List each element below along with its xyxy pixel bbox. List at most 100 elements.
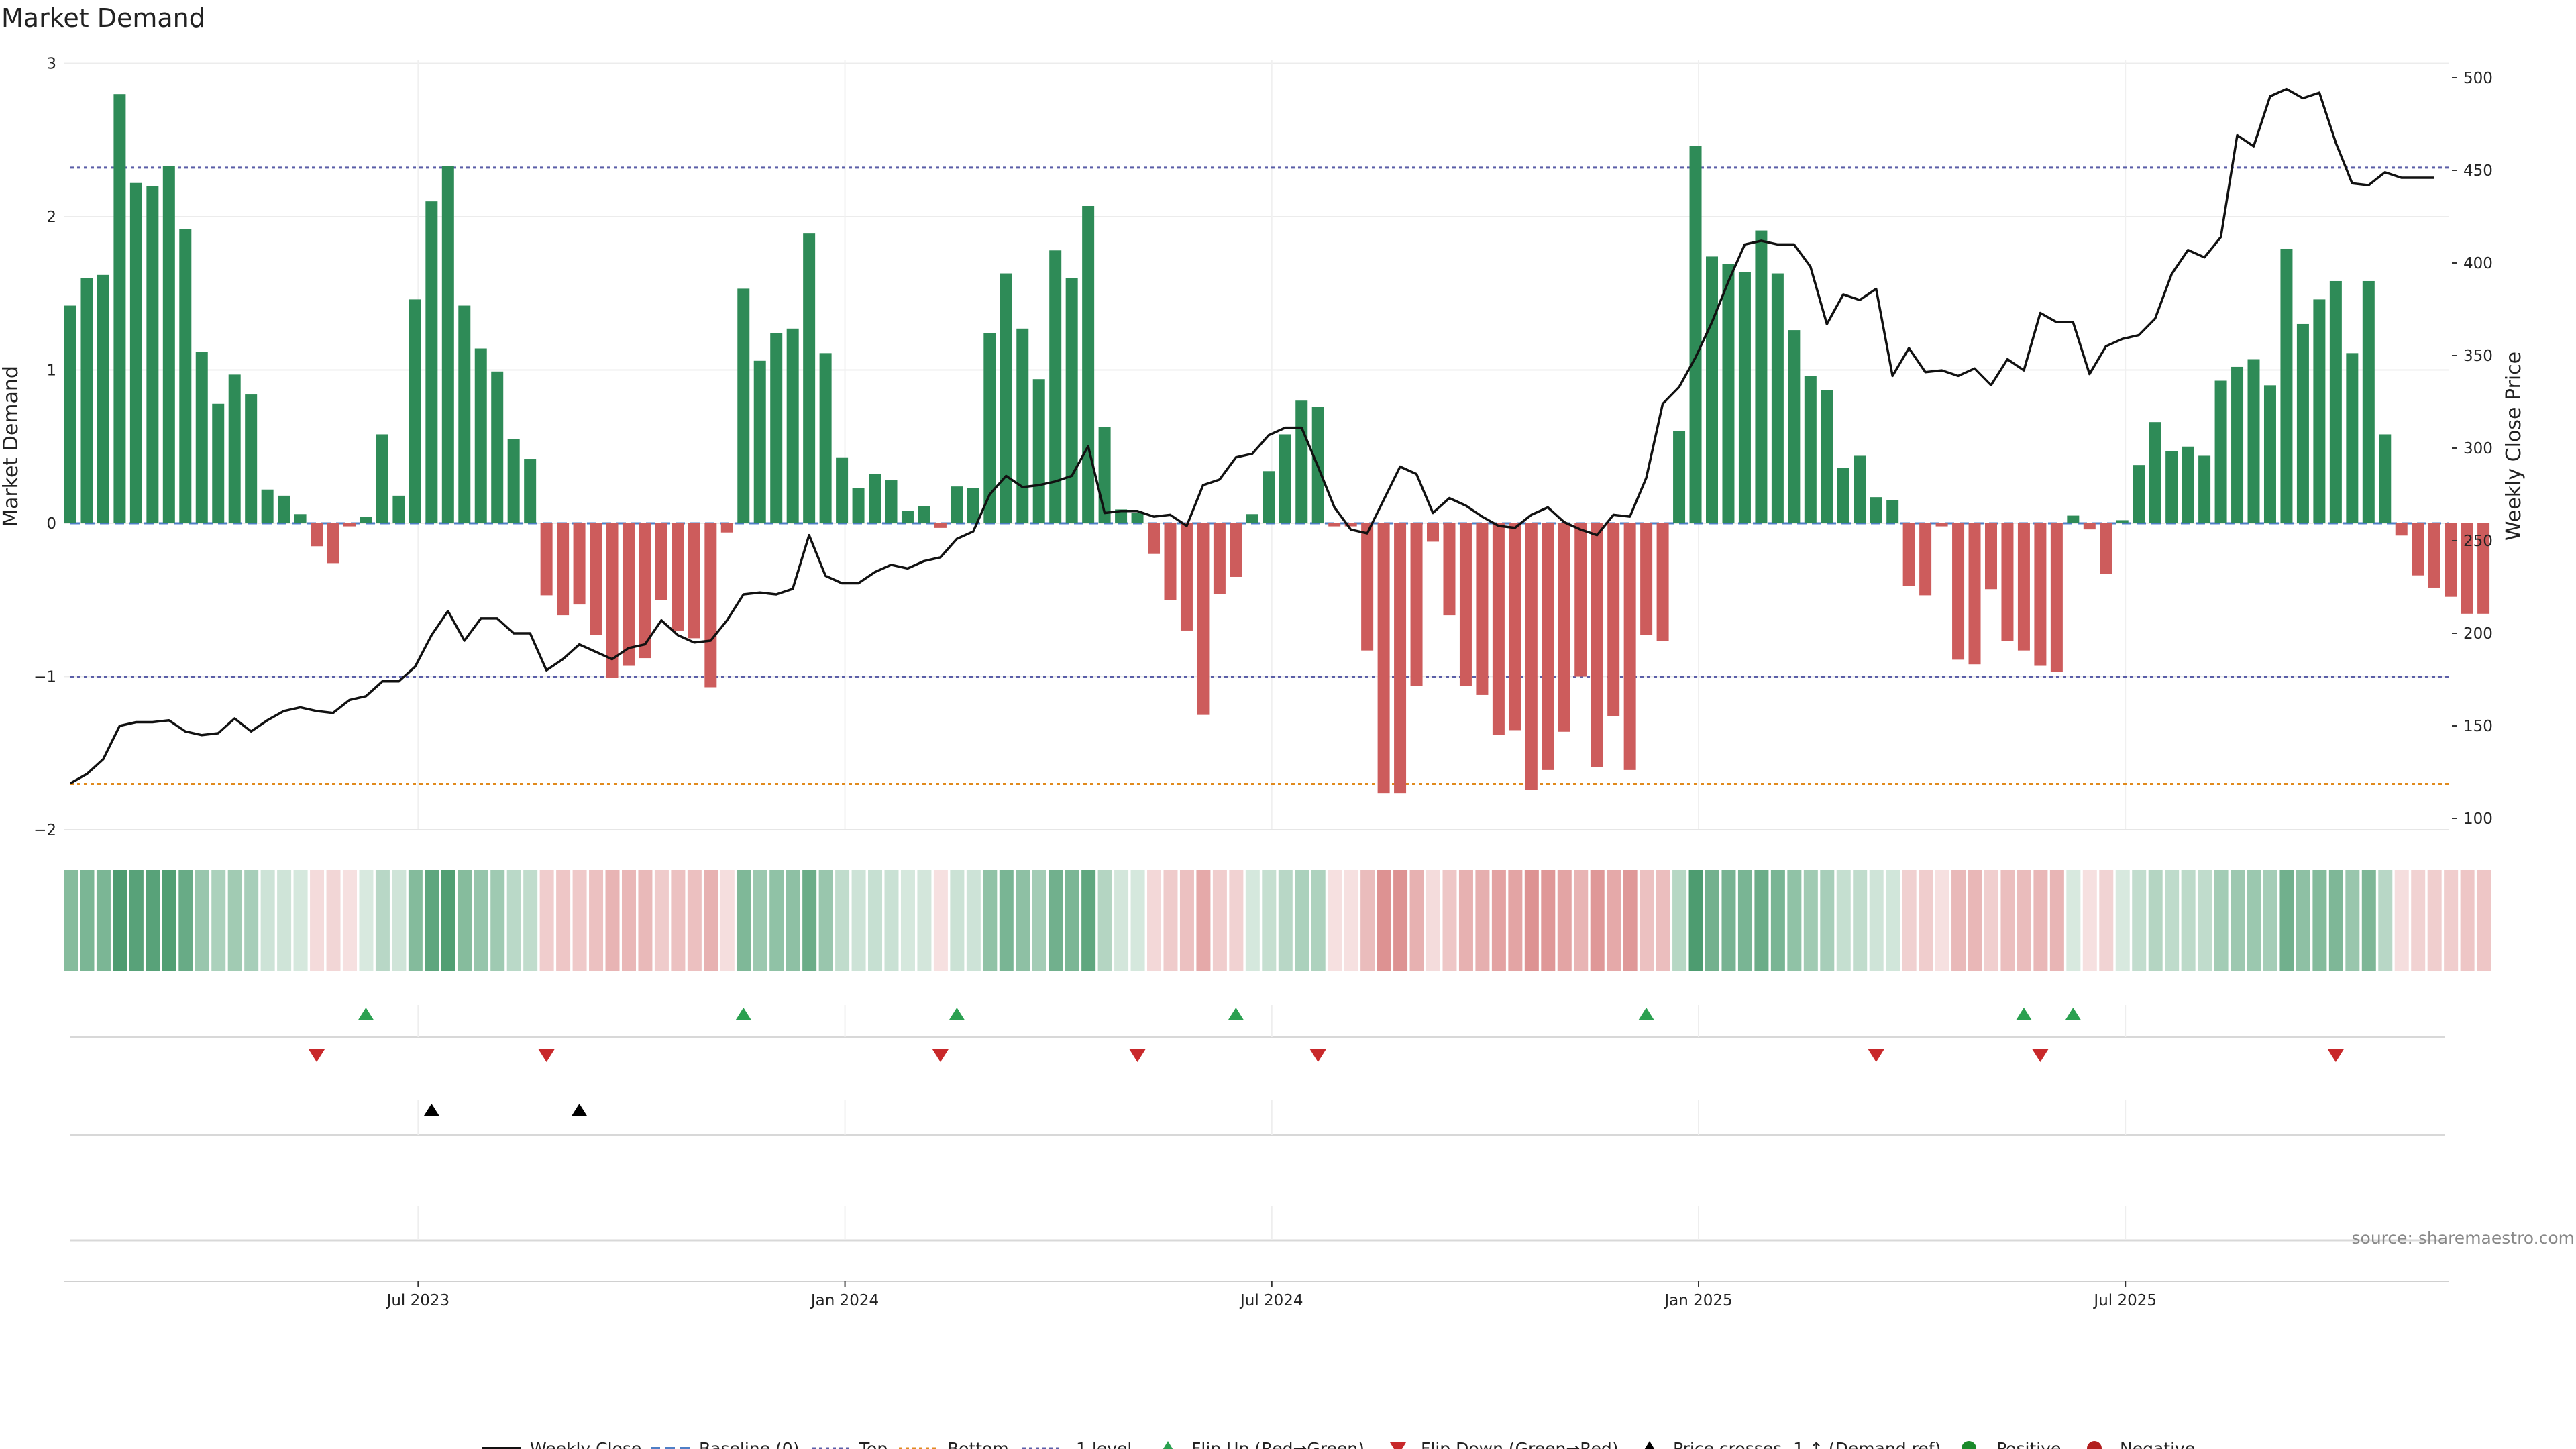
flip-up-marker	[1638, 1008, 1655, 1020]
demand-bar-negative	[1558, 523, 1570, 732]
strip-cell	[737, 870, 751, 971]
strip-cell	[64, 870, 78, 971]
demand-bar-negative	[1952, 523, 1965, 660]
demand-bar-positive	[245, 394, 258, 523]
strip-cell	[458, 870, 472, 971]
y2-tick-label: 300	[2463, 440, 2493, 458]
strip-cell	[1623, 870, 1638, 971]
strip-cell	[1409, 870, 1424, 971]
demand-bar-positive	[2280, 248, 2293, 523]
demand-bar-positive	[1115, 509, 1128, 523]
demand-bar-positive	[803, 233, 816, 523]
demand-heat-strip	[64, 870, 2491, 971]
demand-bar-positive	[2329, 280, 2342, 523]
svg-text:-1 level: -1 level	[1070, 1439, 1132, 1449]
flip-down-marker	[1309, 1049, 1326, 1062]
demand-bar-positive	[1049, 250, 1062, 523]
y-tick-label: −1	[34, 669, 56, 686]
demand-bar-positive	[1082, 206, 1095, 523]
demand-bar-positive	[1295, 400, 1308, 523]
strip-cell	[1656, 870, 1670, 971]
event-panels	[64, 1036, 2449, 1282]
demand-bar-positive	[1065, 278, 1078, 523]
demand-bar-negative	[1919, 523, 1932, 596]
y2-tick-label: 350	[2463, 347, 2493, 365]
flip-down-marker	[538, 1049, 555, 1062]
strip-cell	[1869, 870, 1884, 971]
strip-cell	[1065, 870, 1079, 971]
strip-cell	[1147, 870, 1162, 971]
demand-bar-positive	[1131, 513, 1144, 523]
strip-cell	[900, 870, 915, 971]
demand-bar-negative	[1344, 523, 1357, 527]
demand-bar-positive	[2362, 280, 2375, 523]
strip-cell	[2477, 870, 2491, 971]
flip-down-marker	[309, 1049, 325, 1062]
flip-up-marker	[358, 1008, 374, 1020]
strip-cell	[556, 870, 571, 971]
demand-bar-negative	[704, 523, 717, 688]
strip-cell	[80, 870, 95, 971]
demand-bar-positive	[228, 374, 241, 523]
demand-bar-positive	[786, 328, 799, 523]
svg-text:Flip Up (Red→Green): Flip Up (Red→Green)	[1191, 1439, 1364, 1449]
strip-cell	[2214, 870, 2229, 971]
strip-cell	[1278, 870, 1293, 971]
legend-price-cross: Price crosses -1 ↑ (Demand ref)	[1644, 1439, 1941, 1449]
demand-bar-positive	[1788, 330, 1801, 523]
demand-bar-positive	[1032, 379, 1045, 523]
flip-up-marker	[735, 1008, 752, 1020]
demand-bar-negative	[1394, 523, 1407, 794]
strip-cell	[802, 870, 817, 971]
strip-cell	[884, 870, 899, 971]
demand-bar-positive	[2165, 451, 2178, 523]
demand-bar-positive	[278, 495, 290, 523]
strip-cell	[818, 870, 833, 971]
demand-bar-positive	[441, 166, 454, 524]
legend-flip-up: Flip Up (Red→Green)	[1163, 1439, 1364, 1449]
flip-up-marker	[2015, 1008, 2032, 1020]
source-note: source: sharemaestro.com	[2352, 1228, 2575, 1248]
strip-cell	[769, 870, 784, 971]
demand-bar-positive	[1755, 230, 1768, 523]
demand-bar-positive	[951, 486, 963, 523]
demand-bar-positive	[524, 459, 537, 523]
strip-cell	[1344, 870, 1358, 971]
flip-down-marker	[2032, 1049, 2049, 1062]
strip-cell	[1016, 870, 1030, 971]
demand-bar-negative	[2083, 523, 2096, 530]
strip-cell	[2444, 870, 2459, 971]
strip-cell	[1524, 870, 1539, 971]
strip-cell	[2198, 870, 2212, 971]
strip-cell	[2263, 870, 2277, 971]
demand-bar-positive	[1279, 434, 1291, 523]
strip-cell	[950, 870, 965, 971]
demand-bar-positive	[507, 439, 520, 523]
svg-text:Top: Top	[859, 1439, 888, 1449]
strip-cell	[1607, 870, 1621, 971]
strip-cell	[1426, 870, 1441, 971]
gridlines	[64, 60, 2449, 830]
strip-cell	[2017, 870, 2031, 971]
demand-bar-positive	[97, 274, 109, 523]
svg-text:Weekly Close: Weekly Close	[530, 1439, 641, 1449]
demand-bar-negative	[1443, 523, 1456, 616]
strip-cell	[1097, 870, 1112, 971]
strip-cell	[835, 870, 850, 971]
demand-bar-positive	[2214, 380, 2227, 523]
strip-cell	[1114, 870, 1129, 971]
demand-bar-negative	[1640, 523, 1653, 635]
demand-bar-positive	[2379, 434, 2392, 523]
demand-bar-positive	[1246, 514, 1258, 523]
strip-cell	[1737, 870, 1752, 971]
x-tick-label: Jan 2025	[1663, 1292, 1732, 1309]
strip-cell	[293, 870, 308, 971]
strip-cell	[2165, 870, 2180, 971]
strip-cell	[474, 870, 488, 971]
strip-cell	[999, 870, 1014, 971]
strip-cell	[490, 870, 505, 971]
legend-weekly-close: Weekly Close	[482, 1439, 641, 1449]
flip-down-icon	[1390, 1442, 1406, 1449]
demand-bar-negative	[720, 523, 733, 533]
demand-bar-negative	[655, 523, 667, 600]
